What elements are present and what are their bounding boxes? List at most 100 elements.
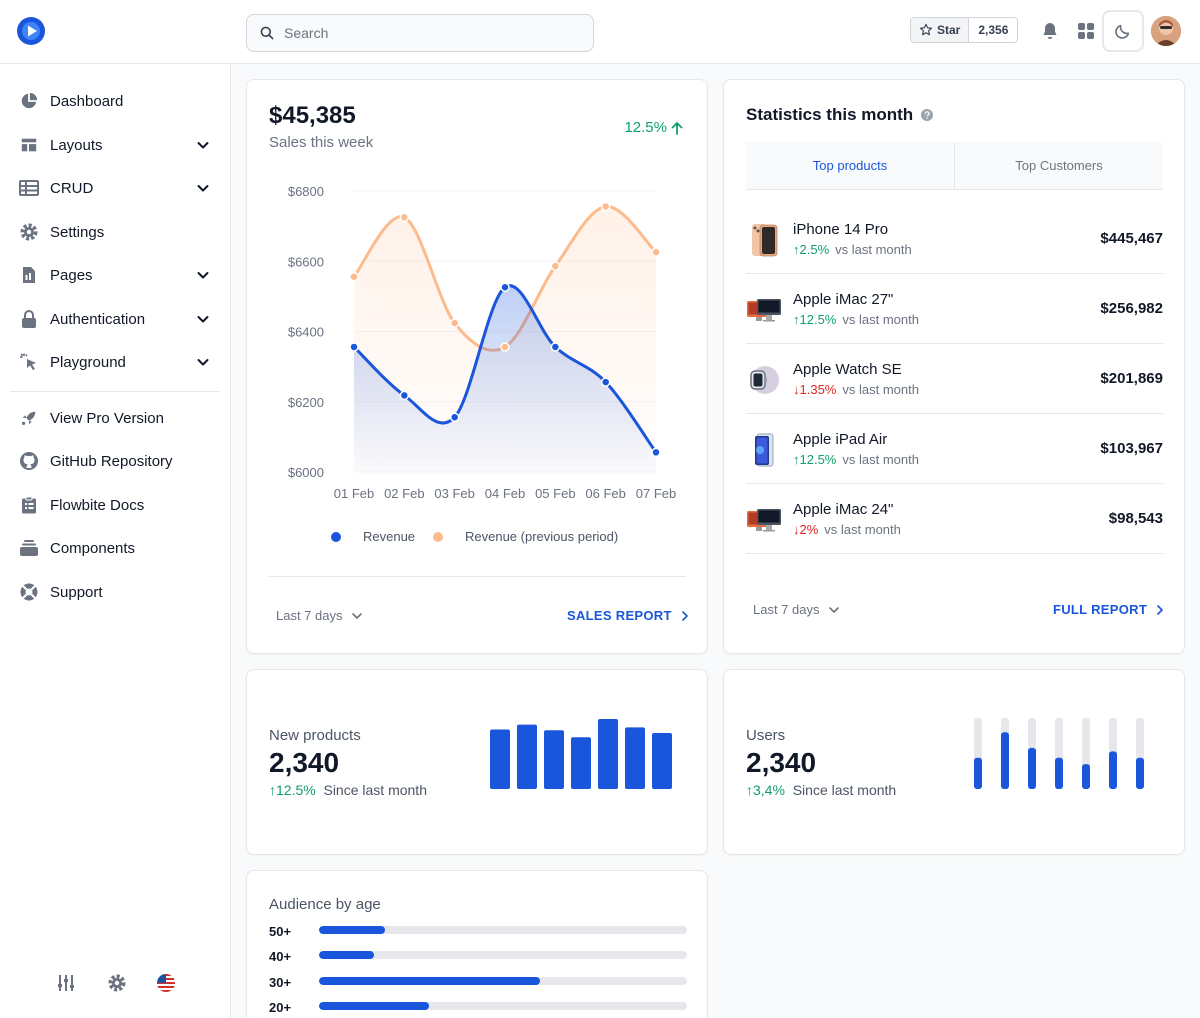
sidebar-item-settings[interactable]: Settings bbox=[10, 212, 220, 252]
bell-icon[interactable] bbox=[1039, 20, 1061, 42]
data-point[interactable] bbox=[600, 201, 611, 212]
product-row[interactable]: Apple iPad Air ↑12.5% vs last month $103,… bbox=[746, 414, 1163, 484]
product-change-pct: ↑12.5% bbox=[793, 312, 837, 327]
sidebar-item-flowbite-docs[interactable]: Flowbite Docs bbox=[10, 485, 220, 525]
data-point[interactable] bbox=[500, 282, 510, 292]
audience-track bbox=[319, 951, 687, 959]
sidebar-item-label: Settings bbox=[50, 223, 105, 241]
x-tick-label: 04 Feb bbox=[485, 486, 525, 501]
sidebar-item-support[interactable]: Support bbox=[10, 572, 220, 612]
bar bbox=[974, 757, 982, 789]
flowbite-logo[interactable] bbox=[16, 16, 46, 46]
x-tick-label: 03 Feb bbox=[434, 486, 474, 501]
data-point[interactable] bbox=[550, 342, 561, 352]
users-bar-chart bbox=[974, 718, 1144, 789]
imac-thumbnail bbox=[747, 299, 781, 322]
rocket-icon bbox=[18, 407, 40, 429]
legend-label-previous: Revenue (previous period) bbox=[465, 529, 619, 544]
sales-period-dropdown[interactable]: Last 7 days bbox=[276, 608, 363, 623]
data-point[interactable] bbox=[399, 390, 410, 401]
settings-gear-icon[interactable] bbox=[106, 972, 128, 994]
user-avatar[interactable] bbox=[1151, 16, 1181, 46]
sidebar-divider bbox=[10, 391, 220, 392]
tab-top-products[interactable]: Top products bbox=[746, 142, 955, 189]
apps-grid-icon[interactable] bbox=[1075, 20, 1097, 42]
product-change: ↓2% vs last month bbox=[793, 522, 901, 537]
data-point[interactable] bbox=[349, 342, 359, 352]
collection-icon bbox=[18, 537, 40, 559]
product-row[interactable]: Apple iMac 24" ↓2% vs last month $98,543 bbox=[746, 484, 1163, 554]
data-point[interactable] bbox=[449, 318, 460, 328]
adjustments-icon[interactable] bbox=[55, 972, 77, 994]
search-input[interactable] bbox=[284, 25, 574, 41]
sales-period-label: Last 7 days bbox=[276, 608, 343, 623]
question-circle-icon[interactable] bbox=[921, 109, 934, 121]
legend-revenue[interactable]: Revenue bbox=[331, 529, 415, 544]
chevron-right-icon bbox=[681, 610, 688, 621]
product-change: ↑2.5% vs last month bbox=[793, 242, 912, 257]
sidebar-item-components[interactable]: Components bbox=[10, 528, 220, 568]
pie-chart-icon bbox=[18, 90, 40, 112]
product-row[interactable]: Apple iMac 27" ↑12.5% vs last month $256,… bbox=[746, 274, 1163, 344]
sidebar-item-pages[interactable]: Pages bbox=[10, 255, 220, 295]
bar bbox=[1055, 757, 1063, 789]
search-icon bbox=[260, 26, 274, 40]
product-change-pct: ↓1.35% bbox=[793, 382, 837, 397]
sidebar-item-label: Components bbox=[50, 539, 136, 557]
sales-area-chart: $6800 $6600 $6400 $6200 $6000 01 Feb 02 Feb 03 … bbox=[288, 184, 676, 501]
new-products-since: Since last month bbox=[323, 782, 427, 798]
stats-period-dropdown[interactable]: Last 7 days bbox=[753, 602, 840, 617]
sidebar-item-view-pro[interactable]: View Pro Version bbox=[10, 398, 220, 438]
audience-label: 20+ bbox=[269, 1000, 292, 1015]
tab-top-customers[interactable]: Top Customers bbox=[1015, 158, 1103, 173]
sidebar-item-playground[interactable]: Playground bbox=[10, 342, 220, 382]
users-value: 2,340 bbox=[746, 747, 817, 778]
star-icon bbox=[919, 23, 933, 36]
data-point[interactable] bbox=[550, 261, 561, 271]
product-amount: $98,543 bbox=[1108, 510, 1163, 527]
data-point[interactable] bbox=[399, 212, 410, 223]
sidebar-item-github[interactable]: GitHub Repository bbox=[10, 441, 220, 481]
product-row[interactable]: Apple Watch SE ↓1.35% vs last month $201,… bbox=[746, 344, 1163, 414]
bar bbox=[1001, 732, 1009, 789]
data-point[interactable] bbox=[500, 342, 510, 352]
statistics-title-text: Statistics this month bbox=[746, 105, 914, 124]
data-point[interactable] bbox=[349, 271, 359, 282]
moon-icon bbox=[1115, 24, 1130, 39]
sidebar-item-dashboard[interactable]: Dashboard bbox=[10, 81, 220, 121]
sales-report-link[interactable]: SALES REPORT bbox=[567, 608, 690, 623]
statistics-tabs: Top products Top Customers bbox=[746, 142, 1163, 190]
data-point[interactable] bbox=[651, 247, 661, 257]
audience-label: 50+ bbox=[269, 924, 292, 939]
github-star-button[interactable]: Star 2,356 bbox=[910, 17, 1019, 43]
data-point[interactable] bbox=[651, 447, 661, 458]
sidebar-item-label: Authentication bbox=[50, 310, 146, 328]
users-card: Users 2,340 ↑3,4% Since last month bbox=[723, 669, 1185, 855]
new-products-change: ↑12.5% Since last month bbox=[269, 782, 427, 798]
x-tick-label: 07 Feb bbox=[636, 486, 676, 501]
chevron-down-icon bbox=[197, 316, 209, 323]
y-tick-label: $6200 bbox=[288, 395, 324, 410]
data-point[interactable] bbox=[600, 377, 611, 387]
full-report-link[interactable]: FULL REPORT bbox=[1053, 602, 1165, 617]
audience-track bbox=[319, 977, 687, 985]
watch-thumbnail bbox=[750, 366, 779, 394]
audience-label: 40+ bbox=[269, 949, 292, 964]
iphone-thumbnail bbox=[752, 224, 778, 257]
sales-report-label: SALES REPORT bbox=[567, 608, 672, 623]
imac-thumbnail bbox=[747, 509, 781, 532]
document-icon bbox=[18, 264, 40, 286]
sidebar-item-label: GitHub Repository bbox=[50, 452, 173, 470]
dark-mode-toggle[interactable] bbox=[1102, 10, 1144, 52]
sidebar-item-crud[interactable]: CRUD bbox=[10, 168, 220, 208]
y-tick-label: $6000 bbox=[288, 465, 324, 480]
legend-previous[interactable]: Revenue (previous period) bbox=[433, 529, 618, 544]
search-bar[interactable] bbox=[246, 14, 594, 52]
us-flag-icon[interactable] bbox=[155, 972, 177, 994]
sidebar-item-layouts[interactable]: Layouts bbox=[10, 125, 220, 165]
stats-period-label: Last 7 days bbox=[753, 602, 820, 617]
product-row[interactable]: iPhone 14 Pro ↑2.5% vs last month $445,46… bbox=[746, 204, 1163, 274]
sidebar-item-authentication[interactable]: Authentication bbox=[10, 299, 220, 339]
bar bbox=[652, 733, 672, 789]
data-point[interactable] bbox=[449, 412, 460, 422]
